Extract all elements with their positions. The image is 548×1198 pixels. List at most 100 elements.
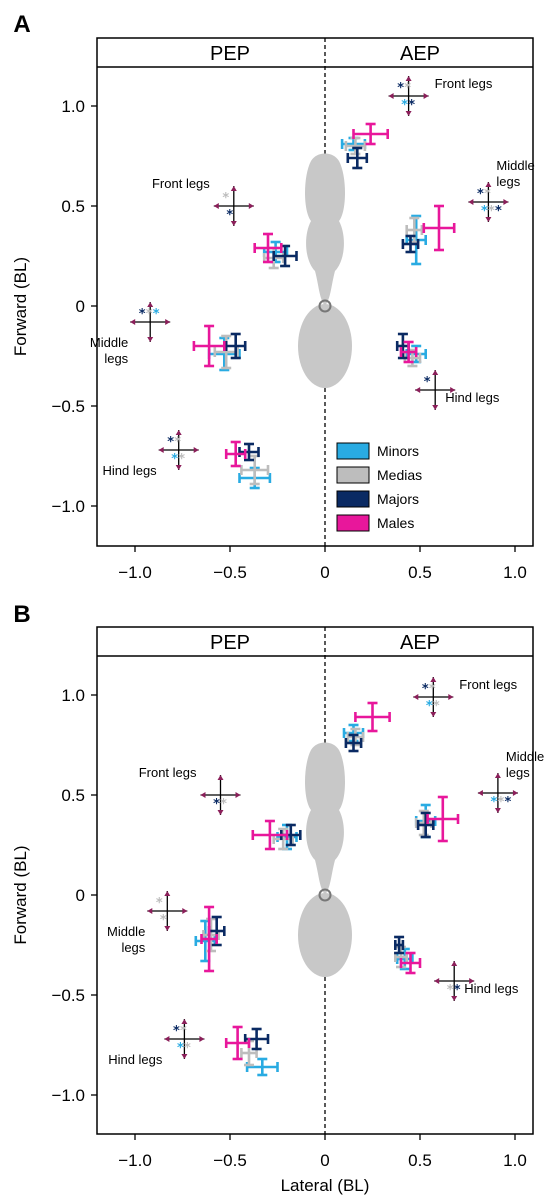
significance-star: *	[171, 452, 178, 467]
annotation-label-line: legs	[121, 940, 145, 955]
leg-annotation: * ** *Hind legs	[108, 1019, 205, 1067]
x-tick-label: 1.0	[503, 563, 527, 582]
annotation-arrowhead	[182, 908, 188, 914]
data-point-medias	[344, 136, 367, 156]
data-point-minors	[245, 1057, 279, 1077]
annotation-arrowhead	[193, 447, 199, 453]
annotation-label: Hind legs	[464, 981, 519, 996]
data-point-males	[251, 819, 289, 851]
data-point-majors	[238, 442, 260, 462]
x-tick-label: 1.0	[503, 1151, 527, 1170]
data-point-males	[192, 324, 226, 368]
data-point-males	[354, 701, 391, 733]
annotation-label: Front legs	[459, 677, 517, 692]
data-point-majors	[401, 234, 420, 254]
annotation-arrowhead	[213, 203, 219, 209]
significance-star: *	[424, 375, 431, 390]
significance-star: *	[139, 307, 146, 322]
significance-star: *	[213, 797, 220, 812]
significance-star: *	[429, 682, 436, 697]
annotation-arrowhead	[451, 961, 458, 966]
plot-frame	[96, 626, 534, 1135]
leg-annotation: * * Middle legs	[107, 891, 188, 955]
annotation-arrowhead	[448, 694, 454, 700]
significance-star: *	[167, 435, 174, 450]
significance-star: *	[481, 204, 488, 219]
data-point-males	[200, 905, 218, 973]
data-point-majors	[224, 332, 247, 360]
leg-annotation: * ** * *Middle legs	[468, 158, 535, 222]
leg-annotation: * * *Middle legs	[477, 749, 544, 813]
y-axis-label: Forward (BL)	[11, 845, 30, 944]
panel-letter: B	[13, 601, 30, 628]
y-tick-label: 1.0	[61, 686, 85, 705]
annotation-arrowhead	[469, 978, 475, 984]
significance-star: *	[173, 1024, 180, 1039]
y-tick-label: 0.5	[61, 786, 85, 805]
significance-star: *	[226, 208, 233, 223]
annotation-label-line: Hind legs	[102, 463, 157, 478]
annotation-label: Front legs	[435, 76, 493, 91]
significance-star: *	[397, 81, 404, 96]
significance-star: *	[401, 98, 408, 113]
annotation-arrowhead	[248, 203, 254, 209]
plot-frame	[96, 37, 534, 547]
annotation-label-line: Hind legs	[108, 1052, 163, 1067]
annotation-label-line: Middle	[90, 335, 128, 350]
annotation-label: Hind legs	[102, 463, 157, 478]
significance-star: *	[153, 307, 160, 322]
annotation-arrowhead	[451, 996, 458, 1001]
annotation-arrowhead	[130, 319, 136, 325]
annotation-label-line: Front legs	[435, 76, 493, 91]
leg-annotation: * ** *Hind legs	[102, 430, 199, 478]
significance-star: *	[447, 983, 454, 998]
annotation-arrowhead	[494, 808, 501, 813]
y-tick-label: −0.5	[51, 986, 85, 1005]
annotation-arrowhead	[485, 182, 492, 187]
y-tick-label: 0	[76, 886, 85, 905]
annotation-arrowhead	[512, 790, 518, 796]
annotation-arrowhead	[468, 199, 474, 205]
y-tick-label: 0	[76, 297, 85, 316]
legend: Minors Medias Majors Males	[336, 442, 422, 532]
annotation-label-line: legs	[104, 351, 128, 366]
header-aep: AEP	[400, 632, 440, 654]
annotation-arrowhead	[405, 76, 412, 81]
significance-star: *	[408, 98, 415, 113]
annotation-arrowhead	[230, 221, 237, 226]
annotation-arrowhead	[413, 694, 419, 700]
significance-star: *	[178, 452, 185, 467]
x-tick-label: −1.0	[118, 1151, 152, 1170]
data-point-males	[422, 204, 456, 252]
annotation-label: Front legs	[139, 765, 197, 780]
annotation-arrowhead	[164, 1036, 170, 1042]
annotation-label-line: Middle	[506, 749, 544, 764]
legend-swatch-minors	[336, 442, 370, 460]
leg-annotation: ** Front legs	[139, 765, 241, 815]
significance-star: *	[488, 204, 495, 219]
annotation-arrowhead	[388, 93, 394, 99]
annotation-arrowhead	[158, 447, 164, 453]
x-tick-label: 0.5	[408, 1151, 432, 1170]
annotation-label-line: Front legs	[139, 765, 197, 780]
annotation-arrowhead	[175, 465, 182, 470]
data-point-majors	[344, 733, 363, 753]
x-tick-label: −0.5	[213, 563, 247, 582]
annotation-label-line: Front legs	[459, 677, 517, 692]
data-point-medias	[213, 334, 239, 370]
annotation-arrowhead	[181, 1054, 188, 1059]
annotation-arrowhead	[181, 1019, 188, 1024]
annotation-arrowhead	[434, 978, 440, 984]
x-tick-label: 0	[320, 563, 329, 582]
annotation-label: Hind legs	[445, 390, 500, 405]
y-axis-label: Forward (BL)	[11, 257, 30, 356]
legend-label: Minors	[377, 443, 419, 459]
data-point-males	[399, 951, 422, 975]
annotation-arrowhead	[432, 370, 439, 375]
significance-star: *	[477, 187, 484, 202]
annotation-arrowhead	[199, 1036, 205, 1042]
significance-star: *	[504, 795, 511, 810]
annotation-label: Middle legs	[506, 749, 544, 780]
annotation-label-line: Middle	[107, 924, 145, 939]
